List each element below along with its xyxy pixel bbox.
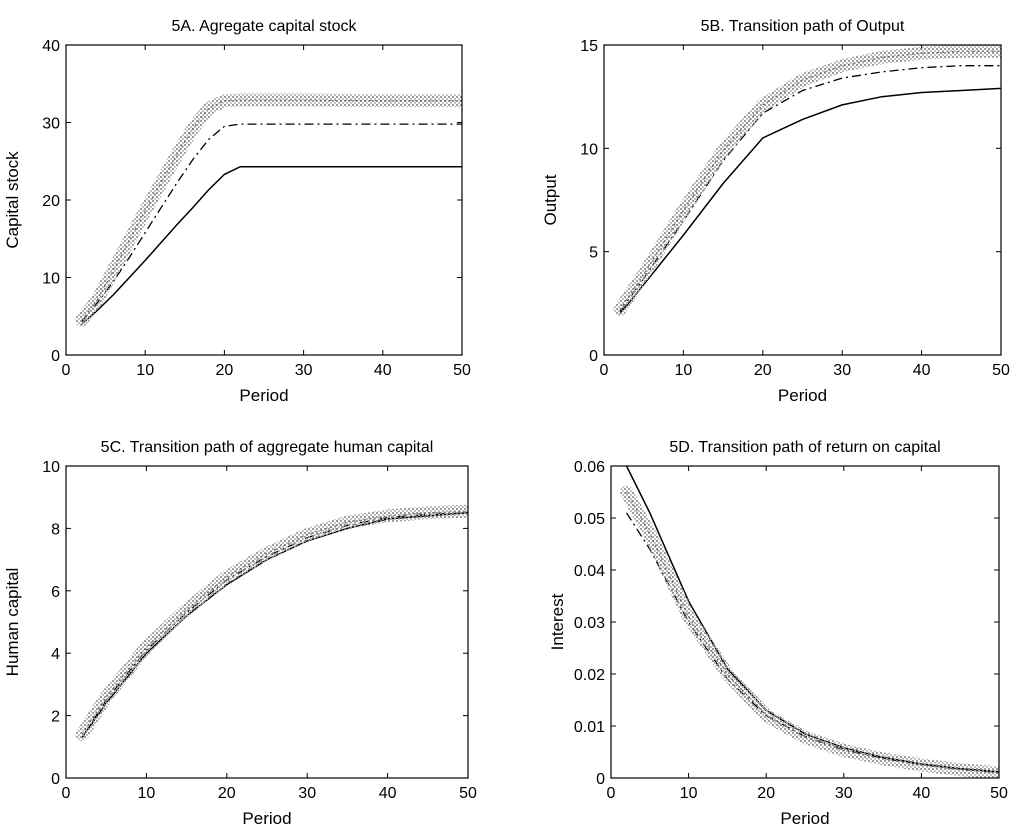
y-tick-label: 10	[42, 459, 60, 476]
x-tick-label: 30	[298, 785, 316, 802]
panel-1: 5A. Agregate capital stock Period Capital …	[3, 18, 471, 405]
plot-area	[627, 466, 1000, 773]
chart-title: 5C. Transition path of aggregate human c…	[101, 439, 434, 456]
panel-4: 5D. Transition path of return on capital…	[548, 439, 1008, 828]
y-tick-label: 8	[51, 521, 60, 538]
series-solid-line	[82, 167, 462, 324]
series-dashed-line	[620, 66, 1001, 312]
y-tick-label: 6	[51, 584, 60, 601]
y-tick-label: 0.06	[574, 459, 605, 476]
panel-2: 5B. Transition path of Output Period Outpu…	[541, 18, 1010, 405]
y-tick-label: 20	[42, 193, 60, 210]
plot-area	[620, 51, 1001, 314]
y-tick-label: 0	[596, 771, 605, 788]
x-axis-label: Period	[780, 809, 829, 828]
y-tick-label: 0.04	[574, 563, 605, 580]
x-tick-label: 30	[833, 362, 851, 379]
plot-area	[82, 511, 468, 737]
x-tick-label: 30	[835, 785, 853, 802]
series-solid-line	[627, 466, 1000, 772]
y-tick-label: 5	[589, 245, 598, 262]
chart-title: 5A. Agregate capital stock	[172, 18, 358, 35]
x-tick-label: 40	[913, 785, 931, 802]
y-axis-label: Output	[541, 174, 560, 225]
y-tick-label: 4	[51, 646, 60, 663]
x-tick-label: 20	[218, 785, 236, 802]
x-tick-label: 0	[62, 362, 71, 379]
y-axis-label: Capital stock	[3, 151, 22, 249]
series-shaded-band	[82, 100, 462, 320]
series-shaded-band	[627, 492, 1000, 773]
series-shaded-center	[620, 51, 1001, 309]
x-axis-label: Period	[778, 386, 827, 405]
axes-frame	[66, 45, 462, 355]
x-tick-label: 0	[62, 785, 71, 802]
x-tick-label: 40	[379, 785, 397, 802]
series-shaded-band	[620, 51, 1001, 309]
y-tick-label: 0	[589, 348, 598, 365]
y-tick-label: 0	[51, 348, 60, 365]
y-tick-label: 10	[42, 271, 60, 288]
x-tick-label: 30	[295, 362, 313, 379]
x-tick-label: 50	[459, 785, 477, 802]
x-tick-label: 50	[990, 785, 1008, 802]
x-tick-label: 20	[216, 362, 234, 379]
y-tick-label: 40	[42, 38, 60, 55]
y-tick-label: 0.01	[574, 719, 605, 736]
x-tick-label: 10	[136, 362, 154, 379]
panel-3: 5C. Transition path of aggregate human c…	[3, 439, 477, 828]
y-tick-label: 10	[580, 141, 598, 158]
chart-title: 5B. Transition path of Output	[701, 18, 905, 35]
series-solid-line	[620, 88, 1001, 313]
y-tick-label: 30	[42, 116, 60, 133]
x-tick-label: 20	[754, 362, 772, 379]
y-axis-label: Interest	[548, 593, 567, 650]
x-tick-label: 0	[607, 785, 616, 802]
y-tick-label: 0	[51, 771, 60, 788]
x-tick-label: 50	[992, 362, 1010, 379]
y-axis-label: Human capital	[3, 568, 22, 677]
x-tick-label: 40	[374, 362, 392, 379]
y-tick-label: 2	[51, 709, 60, 726]
series-shaded-center	[627, 492, 1000, 773]
y-tick-label: 0.03	[574, 615, 605, 632]
x-tick-label: 10	[138, 785, 156, 802]
x-tick-label: 10	[680, 785, 698, 802]
y-tick-label: 0.05	[574, 511, 605, 528]
y-tick-label: 0.02	[574, 667, 605, 684]
x-tick-label: 50	[453, 362, 471, 379]
x-tick-label: 40	[913, 362, 931, 379]
x-tick-label: 0	[600, 362, 609, 379]
series-shaded-band	[82, 511, 468, 734]
x-tick-label: 10	[675, 362, 693, 379]
plot-area	[82, 100, 462, 324]
x-axis-label: Period	[242, 809, 291, 828]
x-axis-label: Period	[239, 386, 288, 405]
y-tick-label: 15	[580, 38, 598, 55]
chart-title: 5D. Transition path of return on capital	[669, 439, 940, 456]
x-tick-label: 20	[757, 785, 775, 802]
